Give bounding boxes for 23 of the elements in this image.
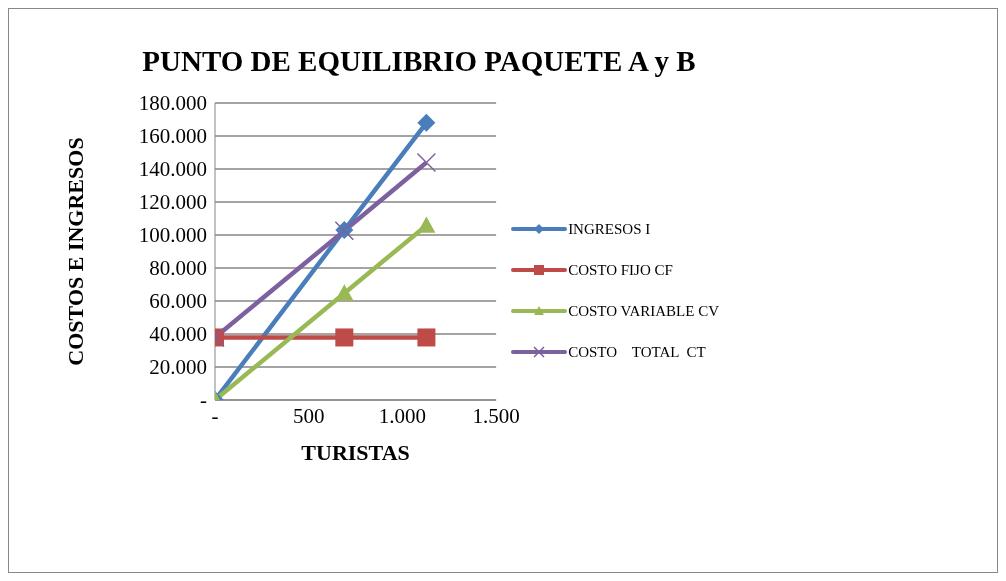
x-tick-label: 1.000 [378,403,427,428]
y-tick-label: 80.000 [149,256,207,281]
x-axis-title: TURISTAS [301,440,410,465]
chart-title: PUNTO DE EQUILIBRIO PAQUETE A y B [141,45,697,78]
y-tick-label: 100.000 [138,223,207,248]
y-tick-label: 120.000 [138,190,207,215]
x-tick-label: 1.500 [472,403,520,428]
y-tick-label: 60.000 [149,289,207,314]
x-tick-label: 500 [292,403,325,428]
legend-label: COSTO TOTAL CT [568,343,706,361]
point [417,328,436,347]
y-tick-label: 180.000 [138,91,207,116]
legend-label: INGRESOS I [568,220,651,238]
point [417,113,436,132]
y-tick-label: 40.000 [149,322,207,347]
y-axis-title: COSTOS E INGRESOS [62,137,88,366]
point [335,328,354,347]
y-tick-label: 160.000 [138,124,207,149]
legend-label: COSTO VARIABLE CV [568,302,719,320]
y-tick-label: 140.000 [138,157,207,182]
legend-label: COSTO FIJO CF [568,261,673,279]
y-tick-label: 20.000 [149,355,207,380]
point [416,152,437,173]
